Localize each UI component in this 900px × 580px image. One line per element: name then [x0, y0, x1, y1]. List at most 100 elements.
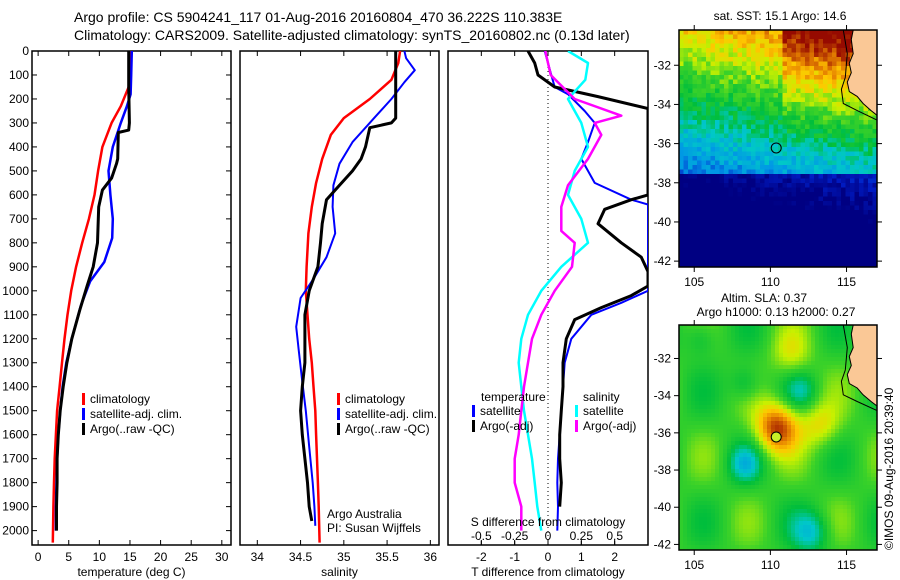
map-cell: [687, 437, 692, 442]
map-cell: [795, 381, 800, 386]
map-cell: [855, 405, 860, 410]
map-cell: [845, 133, 851, 139]
map-cell: [697, 165, 702, 170]
map-cell: [796, 30, 801, 35]
map-cell: [735, 357, 740, 362]
map-cell: [859, 156, 864, 161]
map-cell: [701, 192, 707, 197]
map-cell: [841, 160, 846, 166]
map-cell: [727, 425, 732, 430]
map-cell: [719, 477, 724, 482]
map-cell: [728, 39, 734, 44]
map-cell: [737, 264, 743, 267]
map-cell: [782, 241, 788, 247]
map-cell: [835, 437, 840, 442]
map-cell: [697, 52, 702, 58]
map-cell: [843, 373, 848, 378]
map-cell: [737, 147, 743, 152]
map-cell: [751, 259, 756, 265]
map-cell: [851, 461, 856, 466]
map-cell: [719, 485, 724, 490]
map-cell: [733, 84, 738, 89]
map-cell: [851, 437, 856, 442]
map-cell: [809, 237, 815, 242]
map-cell: [871, 513, 876, 518]
map-cell: [850, 232, 855, 238]
map-cell: [811, 365, 816, 370]
map-cell: [872, 178, 877, 184]
map-cell: [872, 174, 877, 179]
map-cell: [692, 156, 698, 161]
map-cell: [847, 365, 852, 370]
map-cell: [759, 357, 764, 362]
map-cell: [827, 345, 832, 350]
map-cell: [839, 413, 844, 418]
map-cell: [679, 353, 684, 358]
map-cell: [805, 160, 810, 166]
map-cell: [688, 106, 693, 112]
map-cell: [836, 160, 842, 166]
map-cell: [691, 425, 696, 430]
map-cell: [791, 214, 797, 220]
map-cell: [868, 138, 873, 143]
map-cell: [737, 75, 743, 80]
map-cell: [733, 169, 738, 175]
map-cell: [775, 417, 780, 422]
map-cell: [687, 405, 692, 410]
map-cell: [695, 505, 700, 510]
map-cell: [796, 84, 801, 89]
map-cell: [739, 361, 744, 366]
map-cell: [691, 489, 696, 494]
map-cell: [823, 79, 828, 85]
map-cell: [823, 333, 828, 338]
map-cell: [751, 473, 756, 478]
map-cell: [703, 437, 708, 442]
map-cell: [737, 237, 743, 242]
map-cell: [775, 505, 780, 510]
map-cell: [715, 405, 720, 410]
map-cell: [800, 48, 806, 53]
map-cell: [735, 509, 740, 514]
map-cell: [679, 461, 684, 466]
map-cell: [783, 325, 788, 330]
map-cell: [791, 201, 797, 206]
map-cell: [769, 102, 774, 107]
map-cell: [819, 365, 824, 370]
map-cell: [859, 509, 864, 514]
map-cell: [723, 425, 728, 430]
map-cell: [751, 425, 756, 430]
map-cell: [755, 214, 761, 220]
map-cell: [706, 196, 711, 202]
map-cell: [697, 111, 702, 116]
map-cell: [687, 345, 692, 350]
map-cell: [715, 497, 720, 502]
map-cell: [855, 481, 860, 486]
map-cell: [845, 241, 851, 247]
map-cell: [807, 333, 812, 338]
map-cell: [823, 201, 828, 206]
map-cell: [719, 84, 725, 89]
map-cell: [805, 219, 810, 224]
map-cell: [835, 509, 840, 514]
map-cell: [787, 97, 792, 103]
map-cell: [823, 413, 828, 418]
map-cell: [737, 151, 743, 157]
map-cell: [845, 259, 851, 265]
map-cell: [796, 192, 801, 197]
map-cell: [831, 441, 836, 446]
map-cell: [735, 369, 740, 374]
map-cell: [739, 477, 744, 482]
map-cell: [799, 473, 804, 478]
map-cell: [819, 345, 824, 350]
map-cell: [805, 205, 810, 211]
map-cell: [679, 409, 684, 414]
map-cell: [836, 88, 842, 94]
map-cell: [782, 97, 788, 103]
map-cell: [831, 341, 836, 346]
map-cell: [823, 160, 828, 166]
map-cell: [783, 493, 788, 498]
map-cell: [775, 349, 780, 354]
map-cell: [783, 417, 788, 422]
map-cell: [683, 183, 689, 188]
